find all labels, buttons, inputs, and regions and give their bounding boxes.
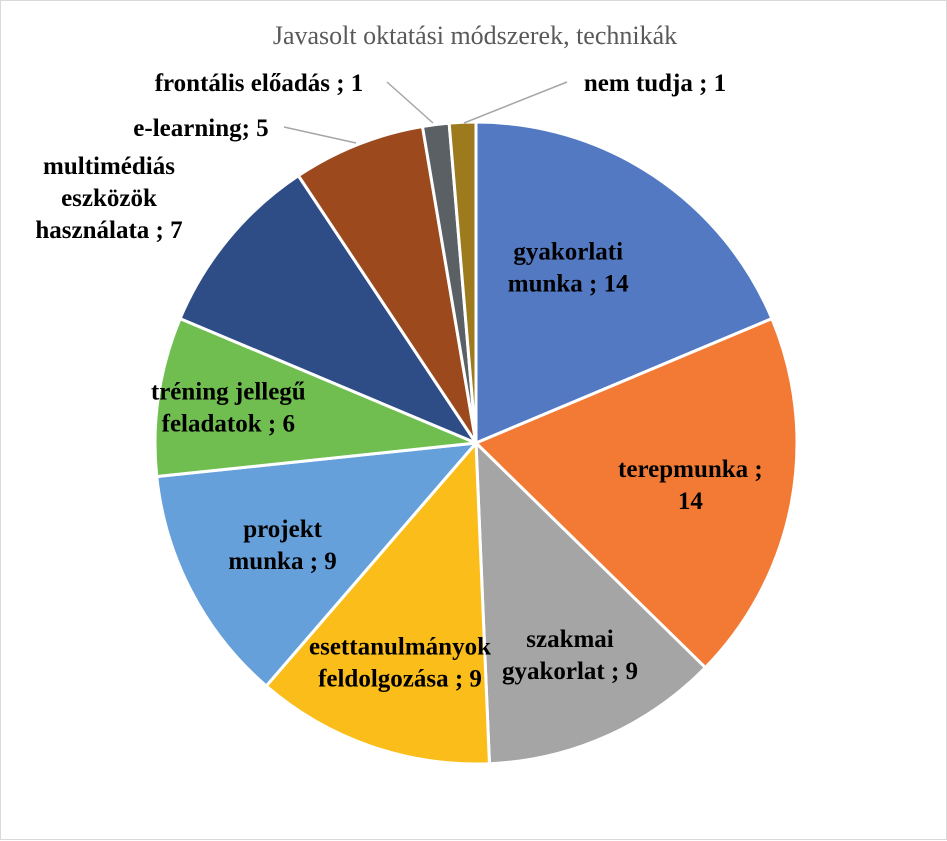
- data-label-trening-jellegu-feladatok: tréning jellegű feladatok ; 6: [151, 378, 306, 437]
- leader-lines: [283, 81, 568, 144]
- leader-line-e-learning: [283, 126, 357, 144]
- data-label-szakmai-gyakorlat: szakmai gyakorlat ; 9: [502, 626, 638, 685]
- leader-line-frontalis-eloadas: [386, 81, 434, 124]
- pie-slice-terepmunka: [473, 316, 799, 670]
- pie-slice-szakmai-gyakorlat: [474, 439, 708, 766]
- chart-title: Javasolt oktatási módszerek, technikák: [273, 21, 677, 50]
- pie-slices: [153, 120, 799, 766]
- pie-slice-trening-jellegu-feladatok: [153, 316, 477, 479]
- pie-slice-esettanulmanyok-feldolgozasa: [264, 439, 492, 766]
- pie-slice-gyakorlati-munka: [474, 120, 774, 446]
- data-label-multimedias-eszkozok-hasznalata: multimédiás eszközök használata ; 7: [35, 153, 182, 244]
- data-label-projekt-munka: projekt munka ; 9: [228, 516, 336, 575]
- data-label-nem-tudja: nem tudja ; 1: [584, 70, 726, 97]
- leader-line-nem-tudja: [463, 81, 568, 124]
- pie-slice-multimedias-eszkozok-hasznalata: [178, 173, 480, 447]
- data-label-gyakorlati-munka: gyakorlati munka ; 14: [508, 239, 629, 298]
- pie-slice-e-learning: [296, 124, 478, 444]
- pie-slice-projekt-munka: [155, 441, 480, 689]
- data-labels: gyakorlati munka ; 14 terepmunka ; 14 szakma…: [35, 70, 762, 692]
- data-label-e-learning: e-learning; 5: [133, 115, 268, 142]
- data-label-terepmunka: terepmunka ; 14: [618, 456, 763, 515]
- data-label-esettanulmanyok-feldolgozasa: esettanulmányok feldolgozása ; 9: [309, 633, 491, 692]
- data-label-frontalis-eloadas: frontális előadás ; 1: [155, 70, 364, 97]
- pie-slice-nem-tudja: [447, 120, 478, 444]
